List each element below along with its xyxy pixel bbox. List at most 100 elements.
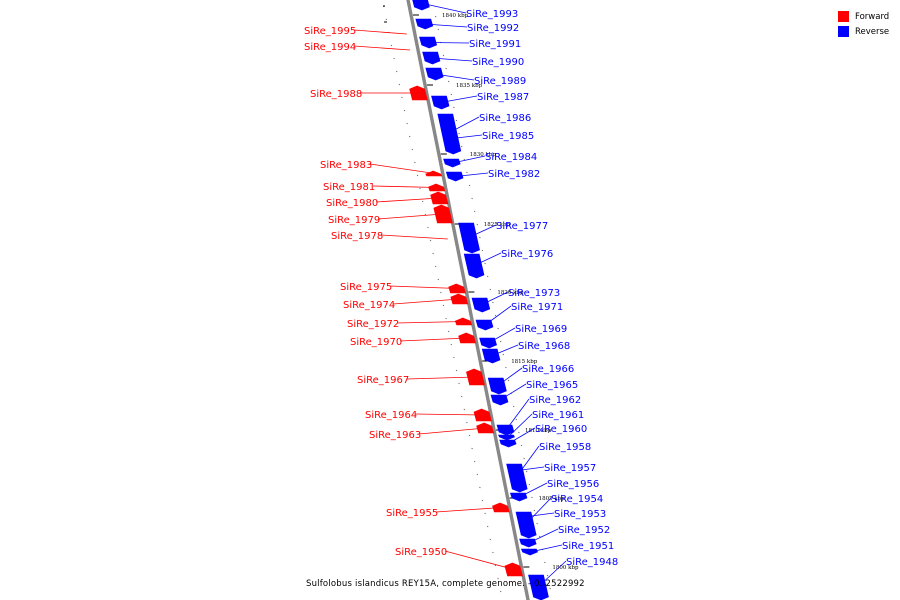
lane-dot <box>525 470 528 473</box>
gene-connector <box>515 445 540 479</box>
gene-connector <box>428 42 470 44</box>
lane-dot <box>447 330 450 333</box>
lane-dot <box>546 574 549 577</box>
gene-feature <box>437 113 462 155</box>
gene-label: SiRe_1975 <box>340 282 392 293</box>
lane-dot <box>518 431 520 434</box>
gene-label: SiRe_1981 <box>323 182 375 193</box>
gene-label: SiRe_1995 <box>304 26 356 37</box>
lane-dot <box>515 418 518 421</box>
scale-label: 1835 kbp <box>456 83 483 89</box>
lane-dot <box>489 288 492 291</box>
gene-label: SiRe_1988 <box>310 89 362 100</box>
gene-connector <box>375 197 440 203</box>
gene-connector <box>528 528 559 544</box>
gene-label: SiRe_1958 <box>539 442 591 453</box>
gene-label: SiRe_1970 <box>350 337 402 348</box>
gene-label: SiRe_1994 <box>304 42 356 53</box>
gene-connector <box>399 337 468 342</box>
lane-dot <box>450 93 453 96</box>
gene-label: SiRe_1951 <box>562 541 614 552</box>
lane-dot <box>437 28 440 31</box>
lane-dot <box>505 366 507 369</box>
gene-label: SiRe_1989 <box>474 76 526 87</box>
gene-connector <box>435 507 502 513</box>
gene-connector <box>480 291 509 306</box>
gene-feature <box>498 434 515 441</box>
lane-dot <box>434 265 437 268</box>
lane-dot <box>458 132 460 135</box>
gene-label: SiRe_1952 <box>558 525 610 536</box>
gene-feature <box>433 204 453 224</box>
legend-reverse-label: Reverse <box>855 26 890 37</box>
gene-connector <box>505 398 530 431</box>
scale-label: 1800 kbp <box>552 565 579 571</box>
lane-dot <box>458 382 460 385</box>
gene-connector <box>519 482 548 498</box>
gene-connector <box>537 560 567 588</box>
lane-dot <box>403 109 406 112</box>
gene-feature <box>443 158 461 168</box>
lane-dot <box>497 327 499 330</box>
gene-feature <box>412 0 430 11</box>
gene-label: SiRe_1974 <box>343 300 395 311</box>
lane-dot <box>460 145 463 148</box>
legend-forward: Forward <box>838 9 889 24</box>
gene-connector <box>499 383 527 401</box>
lane-dot <box>453 106 455 109</box>
lane-dot <box>520 444 523 447</box>
lane-dot <box>450 343 453 346</box>
gene-connector <box>420 2 467 14</box>
gene-feature <box>425 67 444 81</box>
gene-connector <box>523 512 555 518</box>
gene-feature <box>520 548 538 556</box>
gene-feature <box>506 463 528 493</box>
lane-dot <box>523 457 525 460</box>
lane-dot <box>484 512 486 515</box>
lane-dot <box>411 148 414 151</box>
gene-connector <box>353 29 407 35</box>
lane-dot <box>455 119 458 122</box>
lane-dot <box>494 314 497 317</box>
gene-connector <box>353 45 411 51</box>
lane-dot <box>445 67 447 70</box>
gene-connector <box>484 305 512 326</box>
lane-dot <box>494 564 497 567</box>
lane-dot <box>486 275 489 278</box>
lane-dot <box>499 590 502 593</box>
scale-label: 1810 kbp <box>525 428 552 434</box>
lane-dot <box>414 161 416 164</box>
lane-dot <box>507 379 510 382</box>
lane-dot <box>466 421 468 424</box>
gene-label: SiRe_1950 <box>395 547 447 558</box>
gene-label: SiRe_1948 <box>566 557 618 568</box>
lane-dot <box>395 70 398 73</box>
lane-dot <box>385 18 388 21</box>
gene-connector <box>507 413 533 438</box>
gene-label: SiRe_1973 <box>508 288 560 299</box>
gene-label: SiRe_1992 <box>467 23 519 34</box>
gene-label: SiRe_1990 <box>472 57 524 68</box>
gene-label: SiRe_1979 <box>328 215 380 226</box>
lane-dot <box>481 499 484 502</box>
lane-dot <box>447 80 450 83</box>
gene-connector <box>414 413 484 416</box>
gene-connector <box>473 252 502 267</box>
lane-dot <box>484 262 486 265</box>
gene-label: SiRe_1982 <box>488 169 540 180</box>
gene-feature <box>471 297 491 313</box>
gene-connector <box>406 376 476 380</box>
lane-dot <box>476 473 479 476</box>
gene-label: SiRe_1976 <box>501 249 553 260</box>
lane-dot <box>432 252 434 255</box>
scale-label: 1805 kbp <box>539 496 566 502</box>
gene-connector <box>389 285 458 289</box>
lane-dot <box>455 369 458 372</box>
lane-dot <box>512 405 515 408</box>
lane-dot <box>549 587 551 590</box>
lane-dot <box>473 210 476 213</box>
lane-dot <box>463 158 466 161</box>
lane-dot <box>406 122 408 125</box>
gene-label: SiRe_1984 <box>485 152 537 163</box>
gene-label: SiRe_1953 <box>554 509 606 520</box>
